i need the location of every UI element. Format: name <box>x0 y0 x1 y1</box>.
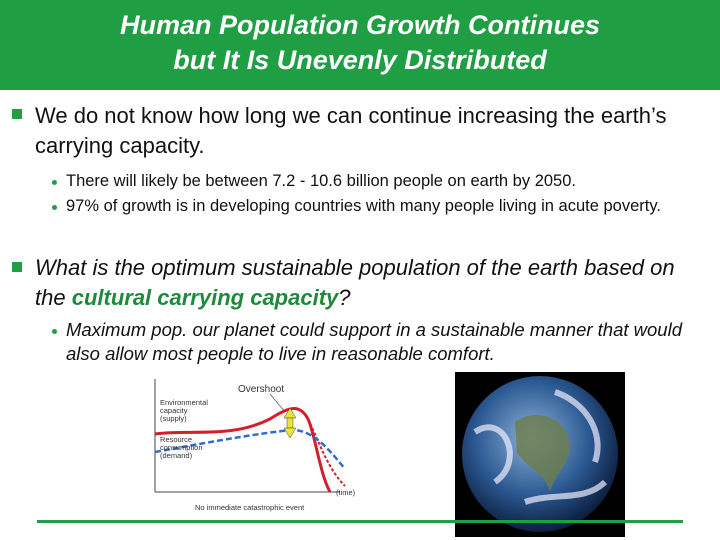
earth-image <box>455 372 625 537</box>
continent <box>515 414 571 492</box>
demand-curve <box>154 428 346 470</box>
arrow-shaft <box>286 417 294 429</box>
sub-bullet-text: There will likely be between 7.2 - 10.6 … <box>66 172 576 190</box>
collapse-curve <box>307 418 346 487</box>
text: What is the optimum sustainable populati… <box>35 255 675 310</box>
label: (demand) <box>160 451 193 460</box>
overshoot-figure: Overshoot Environmental capacity (supply… <box>150 374 365 519</box>
sub-bullet-text: Maximum pop. our planet could support in… <box>66 319 682 364</box>
footer-rule <box>37 520 683 523</box>
header-bar: Human Population Growth Continues but It… <box>0 0 720 90</box>
text: ? <box>338 285 351 310</box>
label: (supply) <box>160 414 187 423</box>
sub-bullet-marker <box>52 329 57 334</box>
label: Overshoot <box>238 384 284 395</box>
clouds <box>473 389 608 505</box>
title-line: but It Is Unevenly Distributed <box>173 45 547 75</box>
sub-bullet-text: 97% of growth is in developing countries… <box>66 197 661 215</box>
sub-bullet-marker <box>52 205 57 210</box>
caption: No immediate catastrophic event <box>195 503 305 512</box>
bullet-text: What is the optimum sustainable populati… <box>35 253 705 313</box>
label: Resource <box>160 435 192 444</box>
label: capacity <box>160 406 188 415</box>
label: Environmental <box>160 398 208 407</box>
emphasis: cultural carrying capacity <box>71 285 339 310</box>
label: consumption <box>160 443 203 452</box>
bullet-text: We do not know how long we can continue … <box>35 103 667 158</box>
label: (time) <box>336 488 356 497</box>
leader <box>269 393 286 413</box>
sub-bullet-marker <box>52 180 57 185</box>
bullet-marker <box>12 262 22 272</box>
arrow-head <box>283 427 297 439</box>
title-line: Human Population Growth Continues <box>120 10 600 40</box>
bullet-marker <box>12 109 22 119</box>
supply-curve <box>154 407 332 493</box>
